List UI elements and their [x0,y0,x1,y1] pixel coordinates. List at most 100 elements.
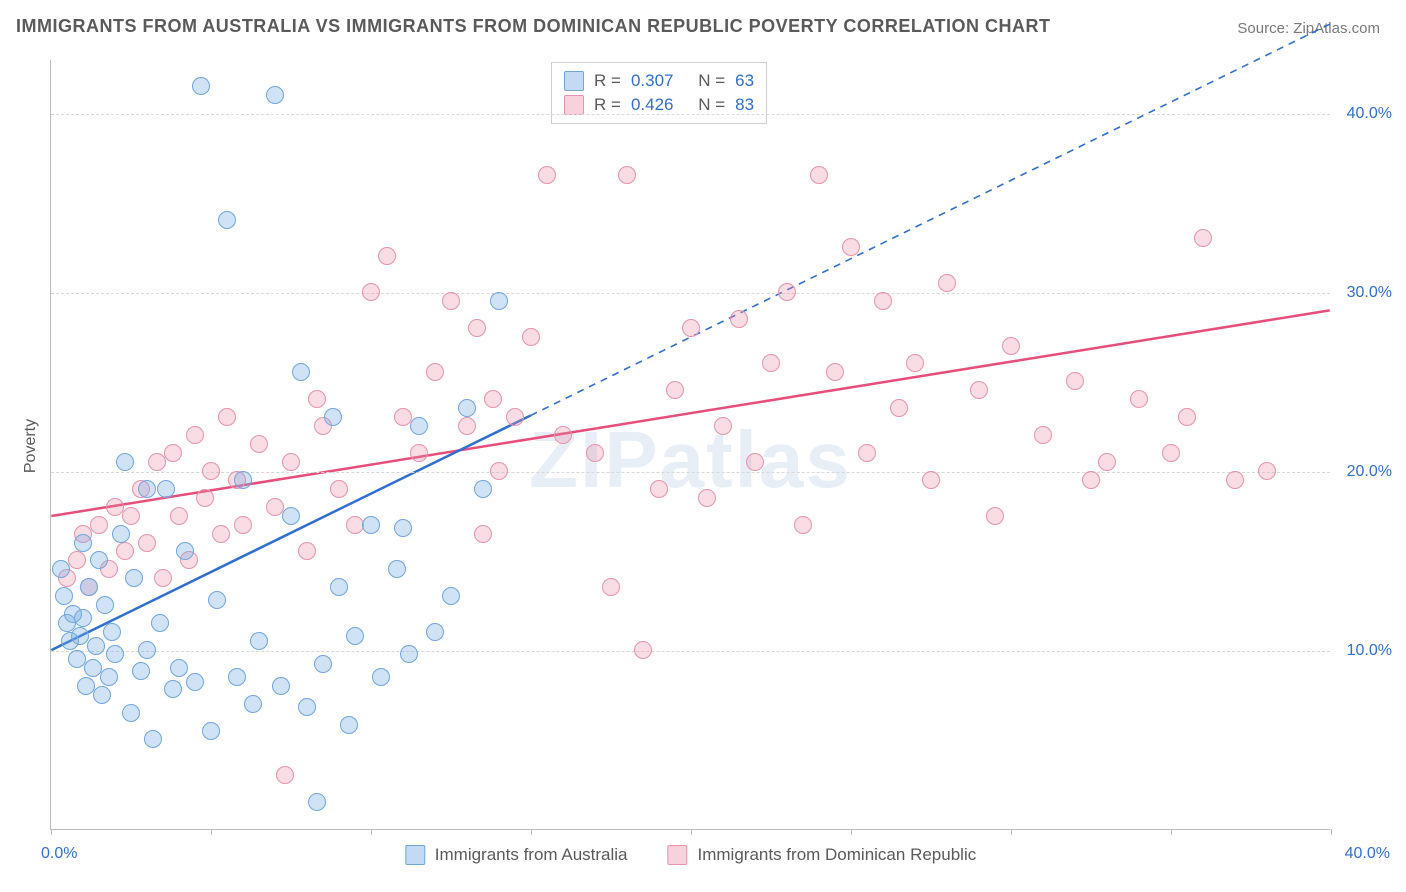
data-point [176,542,194,560]
data-point [922,471,940,489]
data-point [100,668,118,686]
data-point [308,793,326,811]
data-point [698,489,716,507]
data-point [122,704,140,722]
data-point [330,480,348,498]
data-point [192,77,210,95]
data-point [116,453,134,471]
x-tick [1171,829,1172,835]
data-point [292,363,310,381]
legend-r-value: 0.307 [631,69,674,93]
data-point [810,166,828,184]
data-point [794,516,812,534]
data-point [468,319,486,337]
data-point [112,525,130,543]
data-point [1098,453,1116,471]
data-point [506,408,524,426]
legend-swatch-a-icon [564,71,584,91]
data-point [202,462,220,480]
data-point [1162,444,1180,462]
data-point [157,480,175,498]
data-point [1130,390,1148,408]
data-point [228,668,246,686]
data-point [282,453,300,471]
data-point [132,662,150,680]
data-point [330,578,348,596]
data-point [362,283,380,301]
data-point [116,542,134,560]
data-point [346,627,364,645]
data-point [970,381,988,399]
data-point [148,453,166,471]
data-point [170,507,188,525]
data-point [138,480,156,498]
data-point [634,641,652,659]
data-point [874,292,892,310]
data-point [538,166,556,184]
data-point [378,247,396,265]
data-point [164,444,182,462]
data-point [842,238,860,256]
data-point [938,274,956,292]
gridline [51,293,1330,294]
data-point [858,444,876,462]
source-link[interactable]: ZipAtlas.com [1293,20,1380,37]
x-tick [531,829,532,835]
data-point [490,292,508,310]
trend-lines-layer [51,60,1330,829]
data-point [388,560,406,578]
data-point [74,534,92,552]
data-point [362,516,380,534]
plot-area: ZIPatlas R = 0.307 N = 63 R = 0.426 N = … [50,60,1330,830]
x-tick [51,829,52,835]
data-point [1034,426,1052,444]
data-point [90,516,108,534]
data-point [522,328,540,346]
data-point [218,408,236,426]
data-point [106,645,124,663]
data-point [1258,462,1276,480]
data-point [458,399,476,417]
legend-stats-row: R = 0.307 N = 63 [564,69,754,93]
data-point [426,363,444,381]
y-tick-label: 40.0% [1347,105,1392,123]
data-point [196,489,214,507]
data-point [93,686,111,704]
data-point [410,417,428,435]
data-point [87,637,105,655]
x-tick [1331,829,1332,835]
x-tick [211,829,212,835]
data-point [1066,372,1084,390]
data-point [234,516,252,534]
data-point [554,426,572,444]
legend-n-label: N = [698,69,725,93]
data-point [730,310,748,328]
data-point [778,283,796,301]
legend-series-item: Immigrants from Australia [405,845,628,865]
data-point [400,645,418,663]
data-point [1226,471,1244,489]
data-point [484,390,502,408]
legend-swatch-a-icon [405,845,425,865]
data-point [682,319,700,337]
data-point [71,627,89,645]
data-point [442,587,460,605]
data-point [138,534,156,552]
data-point [55,587,73,605]
legend-series-item: Immigrants from Dominican Republic [668,845,977,865]
chart-title: IMMIGRANTS FROM AUSTRALIA VS IMMIGRANTS … [16,16,1050,37]
data-point [298,542,316,560]
y-tick-label: 10.0% [1347,642,1392,660]
data-point [746,453,764,471]
data-point [103,623,121,641]
data-point [442,292,460,310]
data-point [125,569,143,587]
legend-swatch-b-icon [668,845,688,865]
data-point [218,211,236,229]
data-point [372,668,390,686]
data-point [714,417,732,435]
data-point [426,623,444,641]
source-label: Source: ZipAtlas.com [1237,20,1380,37]
data-point [244,695,262,713]
data-point [890,399,908,417]
